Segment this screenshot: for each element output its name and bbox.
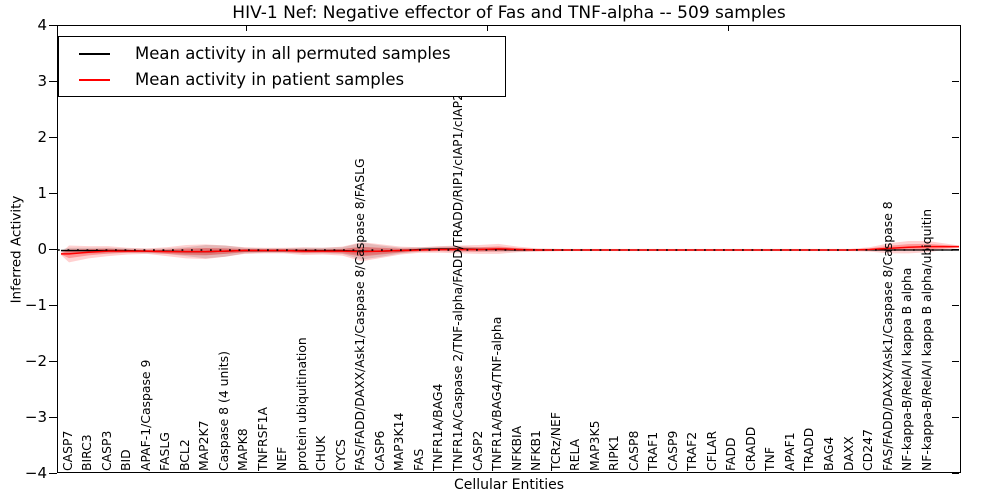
x-tick-label: CASP8 [625,430,641,471]
x-tick-label: TCRz/NEF [547,411,563,471]
legend-label: Mean activity in all permuted samples [135,44,451,63]
y-tick-mark-left [49,136,57,138]
x-tick-label: CHUK [313,435,329,471]
x-tick-label: NF-kappa-B/RelA/I kappa B alpha [899,267,915,471]
y-tick-mark-left [49,192,57,194]
x-tick-label: CASP9 [664,430,680,471]
x-tick-label: CASP6 [371,430,387,471]
legend-line-sample-black [79,52,110,55]
y-tick-mark-left [49,248,57,250]
y-tick-label: −1 [24,296,47,314]
permuted-band-outer [61,242,959,260]
x-tick-label: CASP2 [469,430,485,471]
y-tick-mark-right [952,416,959,418]
x-tick-label: FASLG [157,432,173,471]
y-tick-label: 0 [37,240,47,258]
x-axis-label: Cellular Entities [453,477,565,493]
y-tick-mark-left [49,360,57,362]
x-tick-label: protein ubiquitination [293,337,309,471]
x-tick-label: CD247 [860,429,876,471]
y-tick-mark-right [952,360,959,362]
x-tick-label: CRADD [742,426,758,471]
patient-band-outer [61,241,959,263]
y-tick-label: 1 [37,184,47,202]
patient-mean-line [61,245,959,255]
x-tick-label: TRAF2 [684,431,700,471]
x-tick-label: DAXX [840,436,856,471]
x-tick-label: RELA [567,438,583,471]
legend-item-patient: Mean activity in patient samples [79,70,505,89]
legend-label: Mean activity in patient samples [135,70,405,89]
y-tick-mark-right [952,248,959,250]
x-tick-label: TNFR1A/Caspase 2/TNF-alpha/FADD/TRADD/RI… [450,49,465,471]
y-tick-label: 2 [37,128,47,146]
top-tick-mark [728,26,730,31]
plot-area [57,25,961,473]
y-tick-label: 4 [37,16,47,34]
x-tick-label: MAP2K7 [196,420,212,471]
x-tick-label: CASP7 [59,430,75,471]
top-tick-mark [487,26,489,31]
legend-line-sample-red [79,78,110,81]
x-tick-label: CYCS [332,439,348,471]
y-tick-mark-right [952,304,959,306]
x-tick-label: CFLAR [703,430,719,471]
x-tick-label: BIRC3 [79,434,95,471]
chart-title: HIV-1 Nef: Negative effector of Fas and … [232,3,786,23]
x-tick-label: BCL2 [176,439,192,471]
y-tick-mark-left [49,24,57,26]
y-tick-label: −4 [24,464,47,482]
y-tick-label: −3 [24,408,47,426]
x-tick-label: TRADD [801,427,817,471]
legend-item-permuted: Mean activity in all permuted samples [79,44,505,63]
y-tick-mark-left [49,80,57,82]
x-tick-label: BID [118,449,134,471]
y-tick-mark-right [952,80,959,82]
x-tick-label: RIPK1 [606,435,622,471]
x-tick-label: APAF1 [781,432,797,471]
x-tick-label: TNFRSF1A [254,407,270,471]
x-tick-label: MAPK8 [235,428,251,471]
x-tick-label: TRAF1 [645,431,661,471]
y-tick-mark-right [952,136,959,138]
y-tick-mark-left [49,304,57,306]
y-tick-label: −2 [24,352,47,370]
x-tick-label: MAP3K5 [586,420,602,471]
x-tick-label: NF-kappa-B/RelA/I kappa B alpha/ubiquiti… [918,208,934,471]
x-tick-label: NEF [274,446,290,471]
x-tick-label: CASP3 [98,430,114,471]
y-tick-mark-right [952,472,959,474]
x-tick-label: MAP3K14 [391,412,407,471]
x-tick-label: TNFR1A/BAG4 [430,383,446,471]
patient-band-inner [61,243,959,259]
x-tick-label: BAG4 [820,436,836,471]
y-tick-mark-left [49,472,57,474]
x-tick-label: TNFR1A/BAG4/TNF-alpha [489,316,505,471]
top-tick-mark [246,26,248,31]
y-tick-label: 3 [37,72,47,90]
x-tick-label: FAS [410,448,426,471]
x-tick-label: NFKB1 [528,430,544,471]
x-tick-label: Caspase 8 (4 units) [215,351,231,471]
x-tick-label: FAS/FADD/DAXX/Ask1/Caspase 8/Caspase 8/F… [352,158,368,471]
x-tick-label: NFKBIA [508,425,524,471]
y-tick-mark-right [952,192,959,194]
y-tick-mark-left [49,416,57,418]
x-tick-label: APAF-1/Caspase 9 [137,359,153,471]
x-tick-label: FAS/FADD/DAXX/Ask1/Caspase 8/Caspase 8 [879,201,895,471]
legend: Mean activity in all permuted samples Me… [58,36,506,97]
x-tick-label: FADD [723,437,739,471]
chart-canvas [58,241,959,263]
x-tick-label: TNF [762,447,778,471]
